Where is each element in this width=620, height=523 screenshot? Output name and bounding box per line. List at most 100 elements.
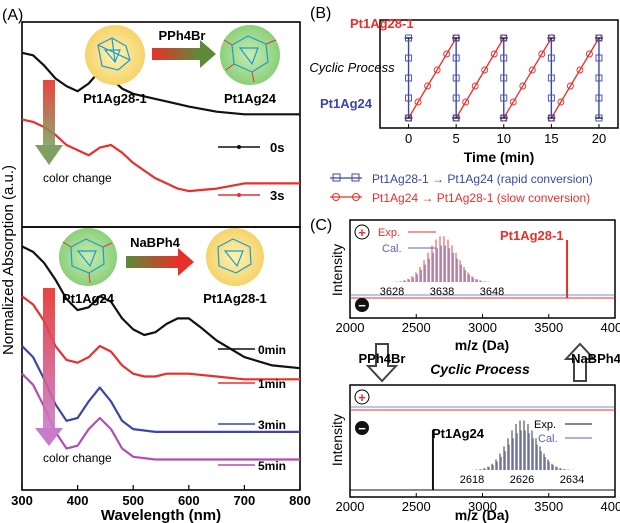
inset-xtick-label-3648: 3648 [480,286,504,298]
rapid-point [595,94,603,102]
panel-c-top-inset-legend: Exp. Cal. [378,227,436,255]
panel-a-top-scheme: Pt1Ag28-1 PPh4Br Pt1Ag24 [83,25,280,106]
rapid-point [452,74,460,82]
top-color-change-label: color change [43,171,112,185]
top-conversion-arrow [152,48,200,60]
ligand-red-b-icon [62,241,113,284]
legend-3s-marker [237,193,241,197]
rapid-point [500,74,508,82]
slow-point [490,50,498,58]
legend-0min-label: 0min [258,343,286,357]
panel-b-label: (B) [310,5,331,22]
panel-c: (C) Intensity Intensity m/z (Da) m/z (Da… [310,217,620,523]
slow-segment [503,37,552,119]
legend-rapid-marker-2 [351,173,360,182]
top-arrow-head-icon [200,40,216,68]
legend-3min-label: 3min [258,418,286,432]
panel-b-plot: 0 5 10 15 20 [404,34,606,146]
bottom-inset-cal-label: Cal. [538,433,558,445]
panel-b-bottom-text: Pt1Ag24 [320,96,373,111]
rapid-point [405,74,413,82]
slow-point [576,66,584,74]
cluster-pt1ag24-b-bonds-icon [70,238,105,274]
c-xtick-label-3500: 3500 [534,499,563,514]
minus-sign-bottom: − [358,421,366,436]
rapid-point [500,114,508,122]
slow-point [585,50,593,58]
cluster-pt1ag24-icon [220,25,280,85]
top-color-arrow-icon [35,145,63,165]
legend-1min-label: 1min [258,377,286,391]
panel-b-top-text: Pt1Ag28-1 [350,16,414,31]
slow-point [433,66,441,74]
b-xtick-label-5: 5 [453,131,460,146]
bottom-color-change: color change [35,288,112,465]
top-reagent: PPh4Br [159,28,206,43]
bottom-to-label: Pt1Ag28-1 [203,291,267,306]
slow-point [538,50,546,58]
panel-c-plots: 2000 2500 3000 3500 4000 3628 3638 3648 2000 2500… [336,236,620,514]
rapid-point [452,54,460,62]
legend-rapid-marker [332,173,341,182]
rapid-point [595,34,603,42]
minus-sign-bottom-icon: − [355,421,369,436]
panel-c-bottom-peak-label: Pt1Ag24 [432,426,485,441]
up-arrow-icon [563,342,597,382]
panel-a-bottom-frame [21,226,301,491]
c-xtick-label-3000: 3000 [468,320,497,335]
slow-point [462,98,470,106]
c-xtick-label-3500: 3500 [534,320,563,335]
panel-b-top-text-span: Pt1Ag28-1 [350,16,414,31]
slow-segment [455,37,505,119]
slow-point [566,82,574,90]
inset-xtick-label-2618: 2618 [460,474,484,486]
bottom-reagent: NaBPh4 [130,235,181,250]
slow-point [424,82,432,90]
b-xtick-label-0: 0 [405,131,412,146]
panel-c-label: (C) [310,217,332,234]
b-xtick-label-10: 10 [497,131,511,146]
rapid-point [547,94,555,102]
legend-rapid-label: Pt1Ag28-1 → Pt1Ag24 (rapid conversion) [372,172,593,186]
top-inset-exp-label: Exp. [378,227,400,239]
bottom-conversion-arrow [126,256,178,268]
c-xtick-label-2500: 2500 [402,320,431,335]
panel-a-ylabel: Normalized Absorption (a.u.) [0,165,17,355]
panel-a-top-legend: 0s 3s [218,140,284,203]
rapid-point [405,114,413,122]
panel-c-top-ylabel: Intensity [329,244,345,296]
b-xtick-label-15: 15 [544,131,558,146]
top-color-bar [43,80,55,145]
top-color-change: color change [35,80,112,185]
bottom-inset-exp-label: Exp. [534,419,556,431]
panel-c-bottom-ylabel: Intensity [329,414,345,466]
slow-point [557,98,565,106]
bottom-arrow-head-icon [178,248,194,276]
inset-xtick-label-2634: 2634 [560,474,584,486]
bottom-from-label: Pt1Ag24 [62,291,115,306]
slow-point [519,82,527,90]
down-arrow-icon [365,343,399,383]
panel-c-top-peak-label: Pt1Ag28-1 [500,228,564,243]
bottom-color-arrow-icon [35,428,63,446]
c-xtick-label-4000: 4000 [601,499,620,514]
c-xtick-label-2000: 2000 [336,320,365,335]
slow-point [471,82,479,90]
top-inset-cal-label: Cal. [382,243,402,255]
series-0min-line [21,245,301,370]
rapid-point [405,34,413,42]
plus-sign-bottom: + [358,390,366,405]
panel-c-cycle: PPh4Br Cyclic Process NaBPh4 [359,342,620,383]
top-from-label: Pt1Ag28-1 [83,91,147,106]
series-3s-line [21,118,300,193]
panel-b-mid-text: Cyclic Process [309,60,395,75]
plus-sign-top-icon: + [354,224,370,240]
c-xtick-label-2500: 2500 [402,499,431,514]
series-1min-line [21,295,300,381]
rapid-point [405,54,413,62]
rapid-point [405,94,413,102]
c-xtick-label-3000: 3000 [468,499,497,514]
legend-slow-marker [332,193,340,201]
slow-segment [408,37,457,119]
slow-point [528,66,536,74]
